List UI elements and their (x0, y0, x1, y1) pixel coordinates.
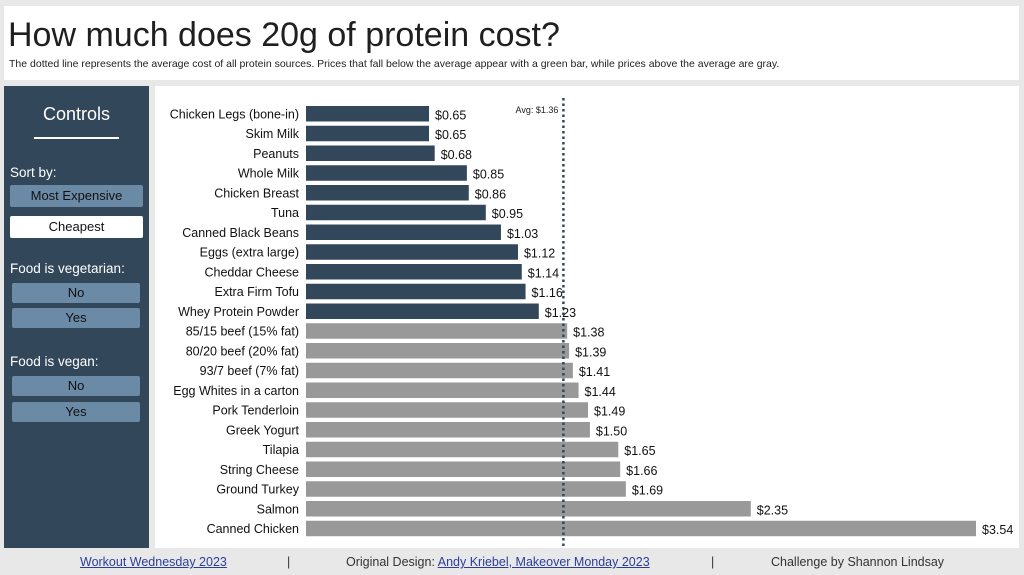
vegan-no-button[interactable]: No (12, 376, 140, 396)
footer-separator: | (287, 555, 291, 569)
page-subtitle: The dotted line represents the average c… (9, 58, 780, 70)
challenge-credit: Challenge by Shannon Lindsay (771, 555, 945, 569)
vegan-yes-button[interactable]: Yes (12, 402, 140, 422)
vegetarian-yes-button[interactable]: Yes (12, 308, 140, 328)
header: How much does 20g of protein cost? The d… (4, 6, 1019, 80)
chart-area (155, 86, 1019, 548)
vegan-label: Food is vegan: (10, 354, 99, 369)
original-design-label: Original Design: (346, 555, 435, 569)
controls-panel: Controls Sort by: Most Expensive Cheapes… (4, 86, 149, 548)
footer: Workout Wednesday 2023 | Original Design… (0, 553, 1024, 575)
makeover-monday-link[interactable]: Andy Kriebel, Makeover Monday 2023 (437, 555, 650, 569)
vegetarian-no-button[interactable]: No (12, 283, 140, 303)
footer-separator: | (711, 555, 715, 569)
controls-divider (34, 137, 119, 139)
workout-wednesday-link[interactable]: Workout Wednesday 2023 (80, 555, 227, 569)
page-title: How much does 20g of protein cost? (8, 16, 560, 54)
sort-most-expensive-button[interactable]: Most Expensive (10, 185, 143, 207)
controls-title: Controls (42, 104, 111, 124)
vegetarian-label: Food is vegetarian: (10, 261, 125, 276)
sort-label: Sort by: (10, 165, 57, 180)
sort-cheapest-button[interactable]: Cheapest (10, 216, 143, 238)
